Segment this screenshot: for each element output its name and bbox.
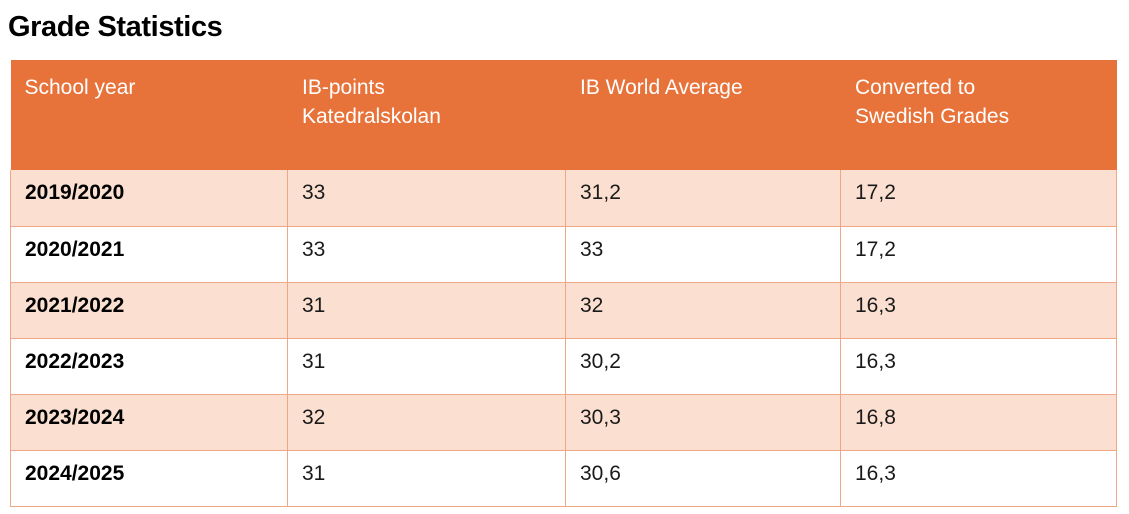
cell-school-year: 2021/2022: [10, 282, 288, 339]
column-header-school-year-line1: School year: [24, 76, 136, 99]
table-row: 2023/2024 32 30,3 16,8: [10, 394, 1117, 451]
cell-converted-swedish-grades: 16,3: [840, 338, 1117, 395]
column-header-school-year: School year: [10, 60, 288, 170]
table-row: 2024/2025 31 30,6 16,3: [10, 450, 1117, 507]
table-row: 2022/2023 31 30,2 16,3: [10, 338, 1117, 395]
column-header-ib-world-average: IB World Average: [565, 60, 841, 170]
column-header-ib-points-line1: IB-points: [302, 76, 385, 99]
cell-ib-world-average: 30,6: [565, 450, 841, 507]
page-title: Grade Statistics: [8, 11, 223, 43]
cell-ib-points: 33: [287, 170, 566, 227]
cell-ib-points: 31: [287, 450, 566, 507]
cell-converted-swedish-grades: 16,3: [840, 450, 1117, 507]
cell-ib-world-average: 32: [565, 282, 841, 339]
column-header-converted-line1: Converted to: [855, 76, 976, 99]
table-header: School year IB-points Katedralskolan IB …: [10, 60, 1117, 170]
cell-ib-world-average: 30,3: [565, 394, 841, 451]
cell-converted-swedish-grades: 17,2: [840, 170, 1117, 227]
column-header-ib-world-average-line1: IB World Average: [580, 76, 743, 99]
column-header-ib-points-line2: Katedralskolan: [302, 105, 441, 128]
cell-school-year: 2023/2024: [10, 394, 288, 451]
cell-ib-points: 32: [287, 394, 566, 451]
cell-converted-swedish-grades: 17,2: [840, 226, 1117, 283]
column-header-converted-swedish-grades: Converted to Swedish Grades: [840, 60, 1117, 170]
cell-ib-world-average: 31,2: [565, 170, 841, 227]
cell-ib-points: 33: [287, 226, 566, 283]
column-header-ib-points: IB-points Katedralskolan: [287, 60, 566, 170]
table-row: 2021/2022 31 32 16,3: [10, 282, 1117, 339]
cell-school-year: 2019/2020: [10, 170, 288, 227]
cell-ib-points: 31: [287, 338, 566, 395]
cell-converted-swedish-grades: 16,3: [840, 282, 1117, 339]
table-header-row: School year IB-points Katedralskolan IB …: [10, 60, 1117, 170]
cell-school-year: 2024/2025: [10, 450, 288, 507]
cell-ib-world-average: 30,2: [565, 338, 841, 395]
cell-ib-points: 31: [287, 282, 566, 339]
table-row: 2019/2020 33 31,2 17,2: [10, 170, 1117, 227]
table-row: 2020/2021 33 33 17,2: [10, 226, 1117, 283]
grade-statistics-table: School year IB-points Katedralskolan IB …: [10, 60, 1117, 507]
cell-ib-world-average: 33: [565, 226, 841, 283]
table-body: 2019/2020 33 31,2 17,2 2020/2021 33 33 1…: [10, 170, 1117, 507]
column-header-converted-line2: Swedish Grades: [855, 105, 1010, 128]
cell-school-year: 2020/2021: [10, 226, 288, 283]
cell-converted-swedish-grades: 16,8: [840, 394, 1117, 451]
cell-school-year: 2022/2023: [10, 338, 288, 395]
